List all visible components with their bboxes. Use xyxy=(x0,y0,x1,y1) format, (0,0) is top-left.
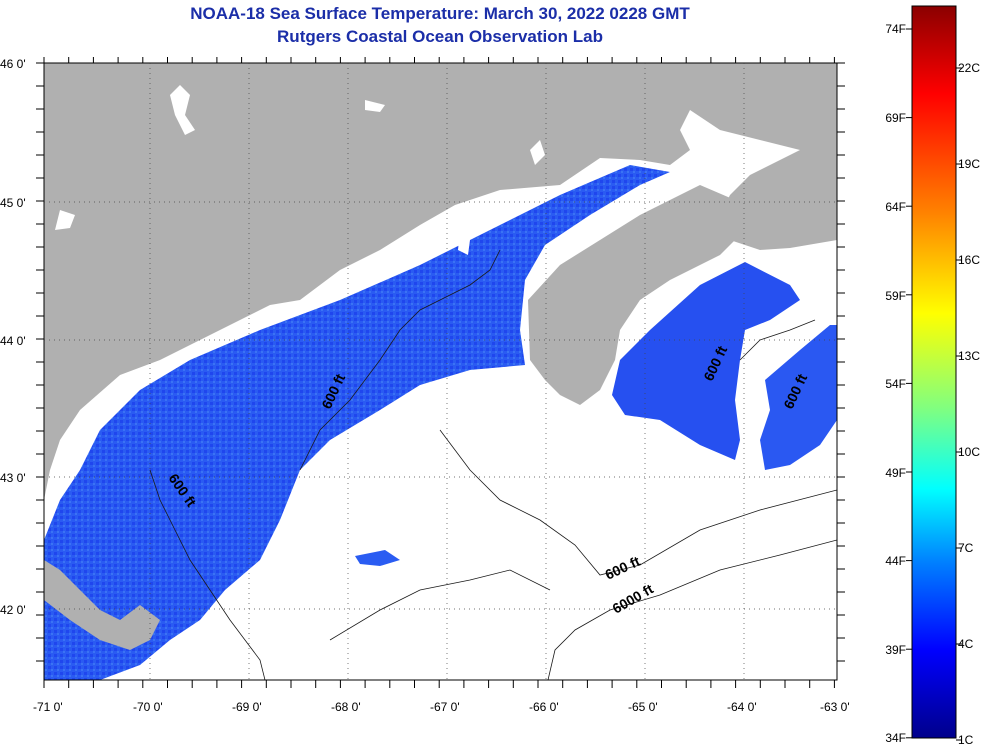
x-tick-label: -66 0' xyxy=(529,700,559,714)
y-tick-label: 45 0' xyxy=(0,196,26,210)
map-subtitle: Rutgers Coastal Ocean Observation Lab xyxy=(277,27,603,46)
sst-data-bay-of-fundy xyxy=(612,262,800,460)
sst-data-scotian-shelf xyxy=(760,325,837,470)
x-tick-label: -69 0' xyxy=(232,700,262,714)
y-tick-label: 42 0' xyxy=(0,603,26,617)
colorbar-ticks xyxy=(906,28,962,741)
colorbar-f-label: 64F xyxy=(885,200,906,214)
sst-data-patch xyxy=(355,550,400,566)
colorbar-f-label: 59F xyxy=(885,289,906,303)
y-tick-label: 43 0' xyxy=(0,471,26,485)
colorbar-f-label: 39F xyxy=(885,643,906,657)
y-tick-label: 46 0' xyxy=(0,57,26,71)
axis-ticks xyxy=(36,57,845,688)
x-tick-label: -63 0' xyxy=(820,700,850,714)
land-cape-cod xyxy=(44,560,160,650)
bathymetry-contours xyxy=(149,249,837,680)
y-tick-label: 44 0' xyxy=(0,334,26,348)
x-tick-label: -67 0' xyxy=(430,700,460,714)
x-tick-label: -64 0' xyxy=(727,700,757,714)
colorbar-f-label: 74F xyxy=(885,22,906,36)
colorbar-c-label: 4C xyxy=(958,637,974,651)
x-tick-label: -65 0' xyxy=(628,700,658,714)
colorbar-c-label: 10C xyxy=(958,445,981,459)
x-tick-label: -68 0' xyxy=(331,700,361,714)
colorbar xyxy=(911,5,957,739)
colorbar-c-label: 19C xyxy=(958,157,981,171)
x-tick-label: -70 0' xyxy=(133,700,163,714)
map-title: NOAA-18 Sea Surface Temperature: March 3… xyxy=(190,4,690,23)
colorbar-c-label: 16C xyxy=(958,253,981,267)
land-mainland xyxy=(44,63,837,500)
graticule xyxy=(44,63,837,680)
colorbar-f-label: 44F xyxy=(885,554,906,568)
colorbar-f-label: 69F xyxy=(885,111,906,125)
colorbar-c-label: 7C xyxy=(958,541,974,555)
colorbar-f-label: 54F xyxy=(885,377,906,391)
colorbar-c-label: 1C xyxy=(958,733,974,747)
x-tick-label: -71 0' xyxy=(33,700,63,714)
colorbar-f-label: 49F xyxy=(885,466,906,480)
sst-data-gulf-of-maine xyxy=(44,165,670,680)
map-frame xyxy=(43,62,838,681)
colorbar-f-label: 34F xyxy=(885,731,906,745)
land-nova-scotia xyxy=(528,185,745,405)
colorbar-c-label: 13C xyxy=(958,349,981,363)
colorbar-c-label: 22C xyxy=(958,61,981,75)
